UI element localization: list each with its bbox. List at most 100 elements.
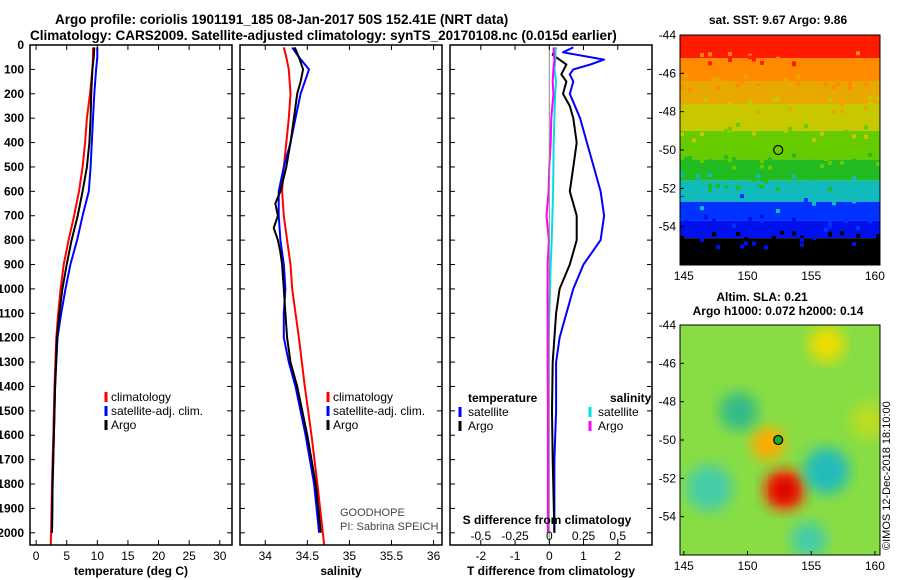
- sst-pixel: [792, 105, 796, 110]
- sst-pixel: [828, 187, 832, 192]
- difference-panel: -2 -1 0 1 2 T difference from climatology S …: [449, 44, 653, 578]
- legend-label: Argo: [111, 418, 137, 432]
- legend-temperature-title: temperature: [468, 391, 538, 405]
- sst-pixel: [872, 166, 876, 171]
- sst-pixel: [844, 165, 848, 170]
- sst-pixel: [732, 157, 736, 162]
- depth-tick-label: 1100: [0, 306, 24, 320]
- sst-pixel: [684, 213, 688, 218]
- x-tick-label: 1: [580, 549, 587, 563]
- sst-pixel: [808, 159, 812, 164]
- sst-pixel: [684, 96, 688, 101]
- sst-pixel: [740, 194, 744, 199]
- sst-pixel: [724, 129, 728, 134]
- temperature-xlabel: temperature (deg C): [74, 564, 188, 578]
- sst-pixel: [748, 55, 752, 60]
- sst-pixel: [736, 185, 740, 190]
- sst-pixel: [756, 186, 760, 191]
- sst-pixel: [836, 87, 840, 92]
- sst-pixel: [776, 209, 780, 214]
- sst-pixel: [728, 84, 732, 89]
- sst-pixel: [716, 245, 720, 250]
- series-line-salinity-argo: [545, 47, 556, 533]
- sst-pixel: [680, 126, 684, 131]
- sst-pixel: [708, 61, 712, 66]
- sst-pixel: [680, 235, 684, 240]
- depth-tick-label: 200: [4, 87, 24, 101]
- sst-pixel: [788, 133, 792, 138]
- map-y-tick-label: -54: [659, 510, 677, 524]
- sla-anomaly: [686, 464, 733, 511]
- sst-pixel: [864, 106, 868, 111]
- sst-pixel: [728, 57, 732, 62]
- sst-pixel: [680, 231, 684, 236]
- map-y-tick-label: -50: [659, 433, 677, 447]
- sst-pixel: [844, 130, 848, 135]
- sst-pixel: [820, 182, 824, 187]
- depth-tick-label: 400: [4, 136, 24, 150]
- sst-pixel: [756, 174, 760, 179]
- sst-pixel: [784, 195, 788, 200]
- sst-pixel: [696, 179, 700, 184]
- sst-pixel: [876, 80, 880, 85]
- sst-pixel: [800, 104, 804, 109]
- sla-anomaly: [772, 478, 796, 502]
- sst-pixel: [692, 124, 696, 129]
- depth-tick-label: 700: [4, 209, 24, 223]
- sst-pixel: [864, 162, 868, 167]
- difference-legend: temperature salinitysatelliteArgosatellit…: [458, 391, 652, 433]
- x-tick-label: 2: [614, 549, 621, 563]
- x-tick-label: -2: [475, 549, 486, 563]
- sst-pixel: [876, 234, 880, 239]
- sla-ticks: 145 150 155 160 -44 -46 -48 -50 -52 -54: [659, 318, 886, 573]
- sst-pixel: [692, 138, 696, 143]
- sst-ticks: 145 150 155 160 -44 -46 -48 -50 -52 -54: [659, 28, 886, 283]
- sst-pixel: [760, 151, 764, 156]
- sst-pixel: [704, 214, 708, 219]
- sst-pixel: [748, 124, 752, 129]
- legend-label: climatology: [111, 390, 171, 404]
- sst-pixel: [828, 160, 832, 165]
- series-line-argo: [51, 47, 96, 533]
- sst-pixel: [760, 219, 764, 224]
- sst-pixel: [812, 201, 816, 206]
- sst-pixel: [868, 153, 872, 158]
- sst-pixel: [708, 52, 712, 57]
- sst-pixel: [736, 231, 740, 236]
- legend-label: climatology: [333, 390, 393, 404]
- sst-pixel: [768, 174, 772, 179]
- sst-pixel: [828, 61, 832, 66]
- x-tick-label: 35.5: [380, 549, 404, 563]
- sst-pixel: [824, 204, 828, 209]
- sst-pixel: [680, 172, 684, 177]
- difference-frame: [449, 44, 653, 546]
- sst-pixel: [844, 219, 848, 224]
- sst-pixel: [732, 165, 736, 170]
- sst-pixel: [864, 194, 868, 199]
- x-tick-label: 34: [259, 549, 273, 563]
- sst-pixel: [832, 201, 836, 206]
- sst-pixel: [708, 173, 712, 178]
- depth-tick-label: 1400: [0, 379, 24, 393]
- series-line-climatology: [281, 47, 326, 546]
- map-y-tick-label: -52: [659, 471, 677, 485]
- sst-pixel: [716, 85, 720, 90]
- x-tick-label: 34.5: [296, 549, 320, 563]
- legend-label: satellite-adj. clim.: [333, 404, 425, 418]
- sst-pixel: [832, 85, 836, 90]
- sst-pixel: [864, 125, 868, 130]
- sst-pixel: [768, 165, 772, 170]
- series-line-temperature-satellite: [553, 46, 606, 533]
- chart-title-line2: Climatology: CARS2009. Satellite-adjuste…: [30, 28, 617, 43]
- depth-tick-label: 800: [4, 233, 24, 247]
- sst-pixel: [868, 219, 872, 224]
- sst-pixel: [680, 132, 684, 137]
- sst-pixel: [852, 160, 856, 165]
- difference-xticks: -2 -1 0 1 2: [450, 44, 652, 563]
- sst-pixel: [848, 85, 852, 90]
- sst-pixel: [724, 188, 728, 193]
- pi-annotation: PI: Sabrina SPEICH: [340, 521, 438, 533]
- sst-pixel: [728, 126, 732, 131]
- sst-map: sat. SST: 9.67 Argo: 9.86 145 150 155 160 -4…: [659, 13, 886, 283]
- sst-pixel: [696, 243, 700, 248]
